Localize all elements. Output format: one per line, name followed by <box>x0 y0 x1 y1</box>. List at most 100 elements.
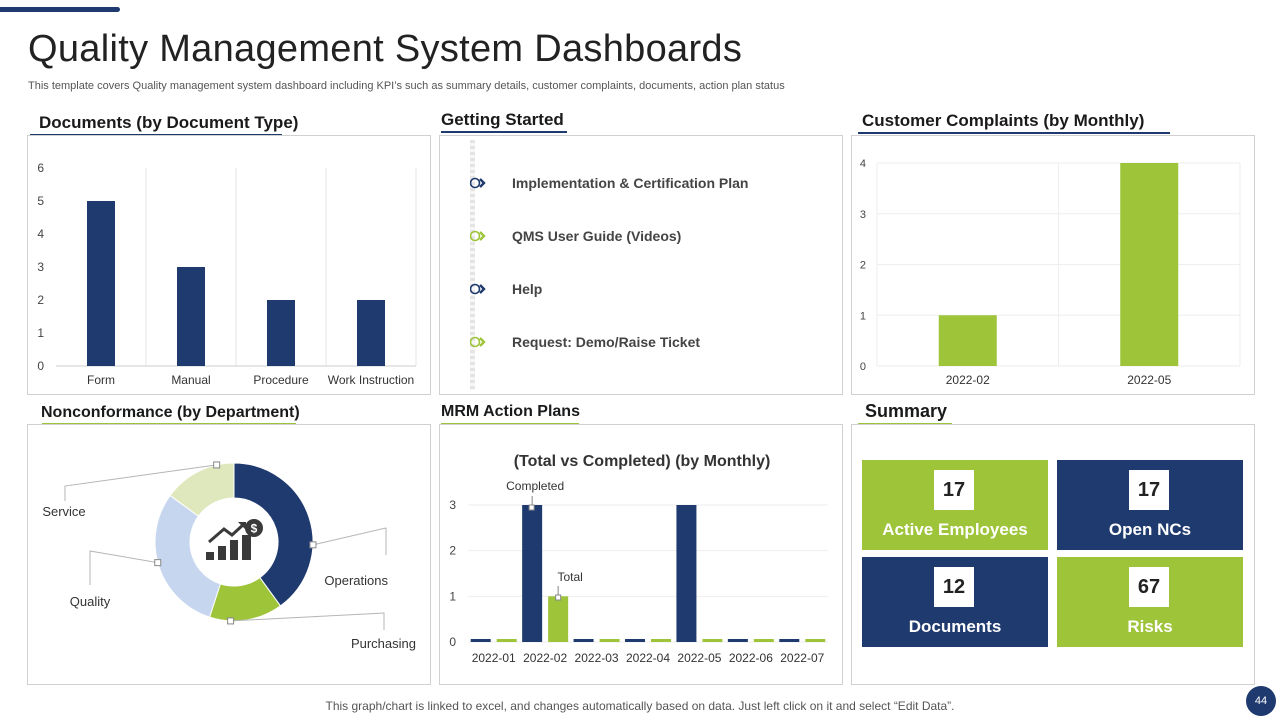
mrm-panel[interactable]: (Total vs Completed) (by Monthly) 0 1 2 3 202… <box>439 424 843 685</box>
icon-bar <box>218 546 226 560</box>
nonconformance-panel-title: Nonconformance (by Department) <box>41 404 300 421</box>
x-tick-label: 2022-03 <box>575 651 619 665</box>
summary-tile-value: 17 <box>934 470 974 510</box>
documents-chart[interactable]: 0 1 2 3 4 5 6 Form Manual Procedure Work Instructi… <box>28 136 430 394</box>
documents-panel-title: Documents (by Document Type) <box>39 113 299 132</box>
slice-operations <box>233 462 314 607</box>
leader-line-service <box>64 464 217 501</box>
y-tick-label: 0 <box>37 359 44 373</box>
x-tick-label: 2022-05 <box>1127 373 1171 387</box>
bar-total-2022-04 <box>625 639 645 642</box>
x-tick-label: 2022-06 <box>729 651 773 665</box>
y-tick-label: 0 <box>860 361 866 373</box>
getting-started-item[interactable]: Help <box>470 281 542 297</box>
bar-completed-2022-04 <box>651 639 671 642</box>
summary-tile-active-employees: 17 Active Employees <box>862 460 1048 550</box>
annotation-total: Total <box>557 570 582 584</box>
bar-total-2022-05 <box>676 505 697 642</box>
page-number: 44 <box>1246 686 1276 716</box>
nonconformance-chart[interactable]: Operations Purchasing Quality Service $ <box>28 425 430 684</box>
slice-label-service: Service <box>42 504 85 519</box>
y-tick-label: 2 <box>860 260 866 272</box>
slice-quality <box>154 494 222 618</box>
getting-started-panel <box>439 135 843 395</box>
top-accent-bar <box>0 7 120 12</box>
y-tick-label: 2 <box>449 544 456 558</box>
summary-tile-documents: 12 Documents <box>862 557 1048 647</box>
footer-note: This graph/chart is linked to excel, and… <box>325 699 955 713</box>
summary-tile-risks: 67 Risks <box>1057 557 1243 647</box>
leader-marker <box>309 541 317 549</box>
bar-completed-2022-03 <box>599 639 620 642</box>
getting-started-underline <box>441 131 567 133</box>
leader-marker <box>154 559 162 567</box>
y-tick-label: 3 <box>37 260 44 274</box>
bar-procedure <box>267 300 295 366</box>
leader-line-purchasing <box>230 612 385 630</box>
icon-trend-line <box>208 522 246 544</box>
icon-arrowhead <box>238 522 246 530</box>
slice-service <box>169 462 235 517</box>
annotation-completed: Completed <box>506 479 564 493</box>
annotation-completed-marker <box>528 504 535 511</box>
icon-dollar-sign: $ <box>251 522 258 536</box>
bar-total-2022-03 <box>573 639 594 642</box>
x-tick-label: 2022-05 <box>677 651 721 665</box>
getting-started-item-label: Request: Demo/Raise Ticket <box>512 334 701 350</box>
y-tick-label: 1 <box>37 326 44 340</box>
y-tick-label: 6 <box>37 161 44 175</box>
getting-started-item-label: QMS User Guide (Videos) <box>512 228 682 244</box>
y-tick-label: 1 <box>860 310 866 322</box>
y-tick-label: 2 <box>37 293 44 307</box>
leader-line-quality <box>89 550 158 585</box>
leader-marker <box>213 461 221 469</box>
bar-work-instruction <box>357 300 385 366</box>
nonconformance-panel[interactable]: Operations Purchasing Quality Service $ <box>27 424 431 685</box>
bar-form <box>87 201 115 366</box>
bar-completed-2022-07 <box>805 639 826 642</box>
icon-bar <box>206 552 214 560</box>
y-tick-label: 5 <box>37 194 44 208</box>
x-tick-label: 2022-07 <box>780 651 824 665</box>
x-tick-label: 2022-01 <box>472 651 516 665</box>
arrow-circle-icon <box>470 230 486 242</box>
y-tick-label: 4 <box>860 158 866 170</box>
arrow-circle-icon <box>470 177 486 189</box>
complaints-panel[interactable]: 0 1 2 3 4 2022-02 2022-05 <box>851 135 1255 395</box>
getting-started-item[interactable]: Implementation & Certification Plan <box>470 175 748 191</box>
icon-bar <box>242 535 251 560</box>
getting-started-title: Getting Started <box>441 110 564 129</box>
complaints-chart[interactable]: 0 1 2 3 4 2022-02 2022-05 <box>852 136 1254 394</box>
annotation-total-marker <box>555 594 562 601</box>
mrm-chart[interactable]: (Total vs Completed) (by Monthly) 0 1 2 3 202… <box>440 425 842 684</box>
slice-label-operations: Operations <box>324 573 388 588</box>
getting-started-item-label: Implementation & Certification Plan <box>512 175 749 191</box>
page-subtitle: This template covers Quality management … <box>28 80 785 92</box>
summary-tile-value: 67 <box>1129 567 1169 607</box>
x-tick-label: 2022-02 <box>523 651 567 665</box>
mrm-panel-title: MRM Action Plans <box>441 403 580 420</box>
bar-total-2022-06 <box>727 639 748 642</box>
bar-manual <box>177 267 205 366</box>
summary-tile-value: 17 <box>1129 470 1169 510</box>
getting-started-item[interactable]: Request: Demo/Raise Ticket <box>470 334 700 350</box>
complaints-panel-title: Customer Complaints (by Monthly) <box>862 111 1145 130</box>
x-tick-label: Form <box>87 373 115 387</box>
getting-started-item[interactable]: QMS User Guide (Videos) <box>470 228 681 244</box>
leader-line-operations <box>312 527 387 555</box>
icon-coin <box>245 519 263 537</box>
documents-panel[interactable]: 0 1 2 3 4 5 6 Form Manual Procedure Work Instructi… <box>27 135 431 395</box>
bar-total-2022-07 <box>779 639 800 642</box>
y-tick-label: 3 <box>860 209 866 221</box>
arrow-circle-icon <box>470 283 486 295</box>
page-title: Quality Management System Dashboards <box>28 28 743 70</box>
getting-started-item-label: Help <box>512 281 543 297</box>
slice-label-purchasing: Purchasing <box>351 636 416 651</box>
y-tick-label: 1 <box>449 589 456 603</box>
bar-completed-2022-01 <box>496 639 517 642</box>
summary-tile-open-ncs: 17 Open NCs <box>1057 460 1243 550</box>
x-tick-label: Work Instruction <box>328 373 414 387</box>
y-tick-label: 4 <box>37 227 44 241</box>
x-tick-label: Procedure <box>253 373 309 387</box>
slice-label-quality: Quality <box>70 594 111 609</box>
